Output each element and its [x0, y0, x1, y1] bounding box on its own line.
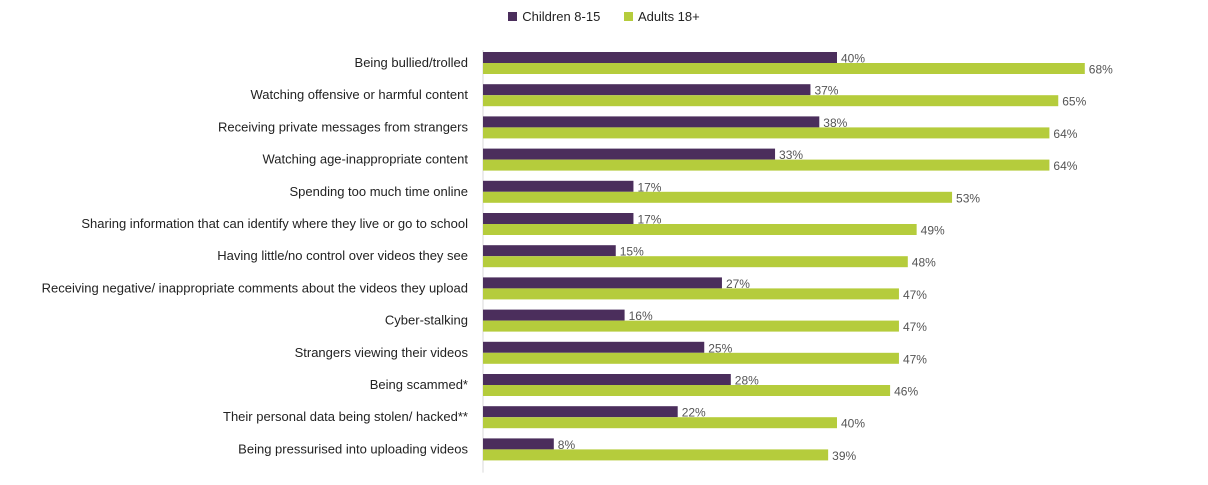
data-label-adults: 68% — [1089, 63, 1113, 77]
category-label: Spending too much time online — [289, 184, 468, 199]
data-label-adults: 47% — [903, 352, 927, 366]
category-label: Being scammed* — [370, 377, 468, 392]
legend-label-children: Children 8-15 — [522, 9, 601, 24]
bar-children — [483, 180, 634, 192]
data-label-children: 33% — [779, 148, 803, 162]
data-label-children: 28% — [735, 374, 759, 388]
data-label-adults: 65% — [1062, 95, 1086, 109]
legend-item-adults: Adults 18+ — [623, 9, 700, 24]
bar-children — [483, 341, 705, 353]
data-label-children: 25% — [708, 341, 732, 355]
bar-children — [483, 245, 616, 257]
category-label: Strangers viewing their videos — [295, 345, 469, 360]
data-label-children: 37% — [814, 84, 838, 98]
category-label: Being bullied/trolled — [355, 55, 468, 70]
legend-item-children: Children 8-15 — [508, 9, 600, 24]
data-label-adults: 64% — [1053, 127, 1077, 141]
bar-children — [483, 84, 811, 96]
category-label: Their personal data being stolen/ hacked… — [223, 409, 468, 424]
category-label: Having little/no control over videos the… — [217, 248, 468, 263]
bar-adults — [483, 159, 1050, 171]
bar-adults — [483, 256, 908, 268]
data-label-adults: 47% — [903, 320, 927, 334]
data-label-adults: 53% — [956, 191, 980, 205]
bar-adults — [483, 417, 837, 429]
category-label: Being pressurised into uploading videos — [238, 441, 468, 456]
data-label-children: 15% — [620, 245, 644, 259]
bar-children — [483, 438, 554, 450]
bar-adults — [483, 288, 899, 300]
data-label-adults: 48% — [912, 256, 936, 270]
data-label-children: 22% — [682, 406, 706, 420]
bar-adults — [483, 191, 953, 203]
data-label-children: 17% — [637, 180, 661, 194]
data-label-children: 40% — [841, 52, 865, 66]
bar-adults — [483, 63, 1085, 74]
data-label-children: 17% — [637, 213, 661, 227]
bar-children — [483, 52, 837, 63]
bar-adults — [483, 320, 899, 332]
data-label-children: 27% — [726, 277, 750, 291]
bar-adults — [483, 449, 829, 461]
bar-adults — [483, 224, 917, 235]
legend-label-adults: Adults 18+ — [637, 9, 700, 24]
bar-children — [483, 277, 722, 289]
data-label-children: 38% — [823, 116, 847, 130]
category-label: Watching offensive or harmful content — [250, 87, 468, 102]
bar-adults — [483, 352, 899, 364]
legend: Children 8-15 Adults 18+ — [0, 9, 1208, 24]
bar-children — [483, 116, 820, 128]
data-label-adults: 49% — [921, 224, 945, 238]
data-label-adults: 46% — [894, 385, 918, 399]
category-label: Receiving negative/ inappropriate commen… — [42, 280, 468, 295]
bar-adults — [483, 95, 1059, 107]
category-label: Sharing information that can identify wh… — [81, 216, 468, 231]
category-label: Cyber-stalking — [385, 313, 468, 328]
data-label-adults: 40% — [841, 417, 865, 431]
data-label-adults: 64% — [1053, 159, 1077, 173]
bar-children — [483, 309, 625, 321]
bar-children — [483, 213, 634, 224]
bar-adults — [483, 127, 1050, 139]
legend-swatch-children — [508, 12, 518, 21]
data-label-children: 16% — [629, 309, 653, 323]
bar-children — [483, 406, 678, 418]
data-label-adults: 47% — [903, 288, 927, 302]
legend-swatch-adults — [623, 12, 633, 21]
data-label-children: 8% — [558, 438, 576, 452]
bar-adults — [483, 385, 891, 396]
bar-children — [483, 148, 776, 160]
data-label-adults: 39% — [832, 449, 856, 463]
category-label: Watching age-inappropriate content — [263, 152, 469, 167]
category-label: Receiving private messages from stranger… — [218, 119, 468, 134]
bar-children — [483, 374, 731, 385]
